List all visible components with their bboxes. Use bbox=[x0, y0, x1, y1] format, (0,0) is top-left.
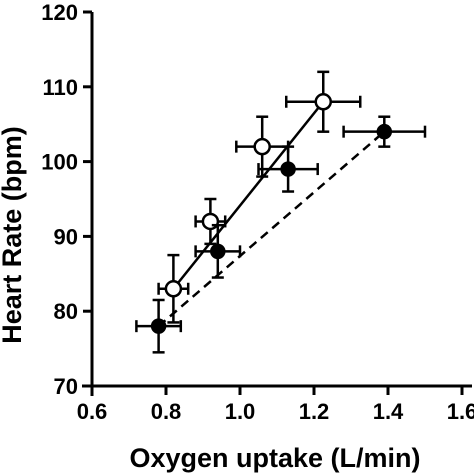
open-marker bbox=[253, 137, 271, 156]
open-marker bbox=[164, 280, 183, 298]
x-tick-label: 1.6 bbox=[447, 399, 474, 424]
x-tick-label: 1.4 bbox=[373, 399, 404, 424]
y-axis-title: Heart Rate (bpm) bbox=[0, 126, 27, 344]
series-2-point bbox=[342, 115, 427, 148]
x-tick-label: 0.6 bbox=[77, 399, 108, 424]
open-marker bbox=[314, 93, 332, 111]
filled-marker bbox=[280, 161, 296, 177]
y-tick-label: 110 bbox=[43, 75, 79, 100]
series-2-line bbox=[157, 130, 386, 328]
x-tick-label: 1.0 bbox=[225, 399, 256, 424]
series-1-point bbox=[194, 197, 227, 246]
x-tick-label: 1.2 bbox=[299, 399, 330, 424]
x-axis-title: Oxygen uptake (L/min) bbox=[129, 443, 420, 473]
filled-marker bbox=[150, 318, 167, 334]
axes: 70 80 90 100 110 120 0.6 0.8 1.0 1.2 1.4 1.6 bbox=[41, 0, 474, 424]
y-tick-label: 120 bbox=[41, 0, 78, 25]
series-1-point bbox=[157, 253, 190, 324]
y-tick-label: 90 bbox=[54, 224, 78, 249]
x-tick-label: 0.8 bbox=[151, 399, 182, 424]
series-2-point bbox=[194, 223, 242, 279]
series-2-point bbox=[257, 145, 319, 193]
series-1-line bbox=[172, 100, 325, 290]
series-1-point bbox=[285, 70, 362, 133]
filled-marker bbox=[210, 243, 226, 260]
y-tick-label: 70 bbox=[54, 374, 78, 399]
open-marker bbox=[201, 212, 220, 231]
series-1-point bbox=[235, 115, 290, 178]
filled-marker bbox=[376, 123, 393, 140]
y-tick-label: 80 bbox=[54, 299, 78, 324]
y-tick-label: 100 bbox=[41, 150, 78, 175]
plot-area bbox=[135, 70, 427, 354]
series-2-point bbox=[135, 298, 183, 354]
